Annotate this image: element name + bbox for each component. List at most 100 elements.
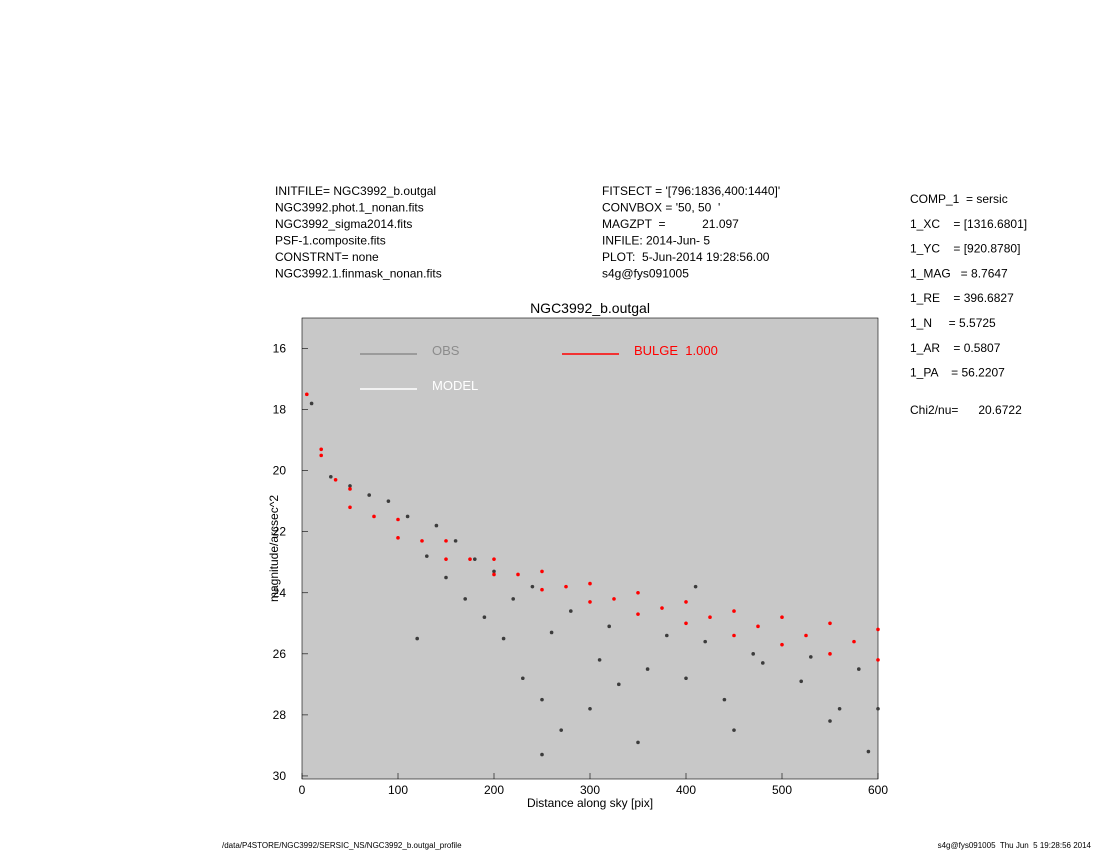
data-point — [761, 661, 765, 665]
data-point — [732, 633, 736, 638]
y-tick-label: 30 — [273, 769, 287, 783]
data-point — [396, 517, 400, 522]
data-point — [722, 697, 727, 702]
data-point — [857, 667, 861, 671]
data-point — [348, 487, 352, 491]
data-point — [501, 636, 506, 641]
x-tick-label: 500 — [772, 783, 792, 797]
header-left-line: NGC3992.phot.1_nonan.fits — [275, 201, 424, 215]
data-point — [636, 590, 640, 595]
data-point — [809, 655, 813, 659]
parameter-line: 1_XC = [1316.6801] — [910, 217, 1027, 231]
data-point — [492, 569, 496, 574]
parameter-line: 1_PA = 56.2207 — [910, 366, 1005, 380]
header-left-line: CONSTRNT= none — [275, 250, 379, 264]
parameter-line: COMP_1 = sersic — [910, 192, 1008, 206]
data-point — [684, 621, 688, 626]
data-point — [665, 633, 669, 638]
header-left-line: NGC3992.1.finmask_nonan.fits — [275, 267, 442, 281]
data-point — [511, 597, 515, 601]
header-left-line: PSF-1.composite.fits — [275, 234, 386, 248]
x-tick-label: 300 — [580, 783, 600, 797]
data-point — [444, 557, 448, 561]
data-point — [607, 624, 611, 629]
y-tick-label: 20 — [273, 464, 287, 478]
x-axis-label: Distance along sky [pix] — [527, 796, 653, 810]
data-point — [305, 392, 309, 397]
data-point — [372, 514, 376, 519]
data-point — [386, 499, 391, 503]
y-tick-label: 22 — [273, 525, 287, 539]
data-point — [588, 600, 592, 604]
y-tick-label: 18 — [273, 403, 287, 417]
data-point — [415, 636, 420, 641]
data-point — [333, 478, 338, 482]
data-point — [612, 597, 616, 601]
data-point — [405, 514, 410, 519]
data-point — [828, 719, 832, 723]
data-point — [319, 453, 324, 458]
data-point — [708, 615, 712, 619]
header-middle-line: PLOT: 5-Jun-2014 19:28:56.00 — [602, 250, 770, 264]
data-point — [876, 706, 880, 711]
footer-left: /data/P4STORE/NGC3992/SERSIC_NS/NGC3992_… — [222, 841, 462, 850]
parameter-line: 1_MAG = 8.7647 — [910, 266, 1008, 280]
data-point — [521, 676, 525, 681]
header-middle-line: FITSECT = '[796:1836,400:1440]' — [602, 184, 780, 198]
data-point — [732, 728, 736, 732]
data-point — [540, 587, 544, 592]
header-left-line: INITFILE= NGC3992_b.outgal — [275, 184, 436, 198]
data-point — [660, 606, 664, 610]
legend-label: OBS — [432, 343, 460, 358]
data-point — [852, 639, 856, 644]
data-point — [693, 584, 698, 589]
data-point — [684, 676, 688, 681]
data-point — [463, 597, 468, 601]
data-point — [348, 484, 352, 488]
data-point — [876, 658, 880, 662]
data-point — [482, 615, 487, 619]
data-point — [329, 474, 333, 479]
chi2: Chi2/nu= 20.6722 — [910, 403, 1022, 417]
data-point — [876, 627, 880, 632]
legend-label: BULGE 1.000 — [634, 343, 718, 358]
data-point — [420, 539, 424, 543]
header-middle-line: s4g@fys091005 — [602, 267, 689, 281]
data-point — [636, 612, 640, 616]
parameter-line: 1_YC = [920.8780] — [910, 242, 1020, 256]
chart-title: NGC3992_b.outgal — [530, 300, 650, 316]
x-tick-label: 400 — [676, 783, 696, 797]
data-point — [837, 706, 842, 711]
data-point — [540, 697, 544, 702]
header-middle-line: INFILE: 2014-Jun- 5 — [602, 234, 710, 248]
data-point — [804, 633, 808, 638]
header-left-line: NGC3992_sigma2014.fits — [275, 217, 412, 231]
data-point — [319, 447, 324, 452]
header-middle-line: MAGZPT = 21.097 — [602, 217, 739, 231]
data-point — [516, 572, 520, 577]
data-point — [367, 493, 372, 497]
data-point — [751, 652, 755, 656]
legend-label: MODEL — [432, 378, 478, 393]
data-point — [564, 584, 568, 589]
y-tick-label: 24 — [273, 586, 287, 600]
data-point — [309, 401, 314, 406]
data-point — [828, 652, 832, 656]
data-point — [636, 740, 640, 745]
data-point — [597, 658, 602, 662]
parameter-line: 1_N = 5.5725 — [910, 316, 996, 330]
y-tick-label: 28 — [273, 708, 287, 722]
data-point — [444, 539, 448, 543]
data-point — [588, 706, 592, 711]
data-point — [569, 609, 573, 613]
data-point — [732, 609, 736, 613]
x-tick-label: 100 — [388, 783, 408, 797]
data-point — [617, 682, 621, 687]
data-point — [468, 557, 472, 561]
parameter-line: 1_RE = 396.6827 — [910, 291, 1014, 305]
footer-right: s4g@fys091005 Thu Jun 5 19:28:56 2014 — [938, 841, 1092, 850]
data-point — [559, 728, 563, 732]
x-tick-label: 200 — [484, 783, 504, 797]
data-point — [396, 536, 400, 540]
